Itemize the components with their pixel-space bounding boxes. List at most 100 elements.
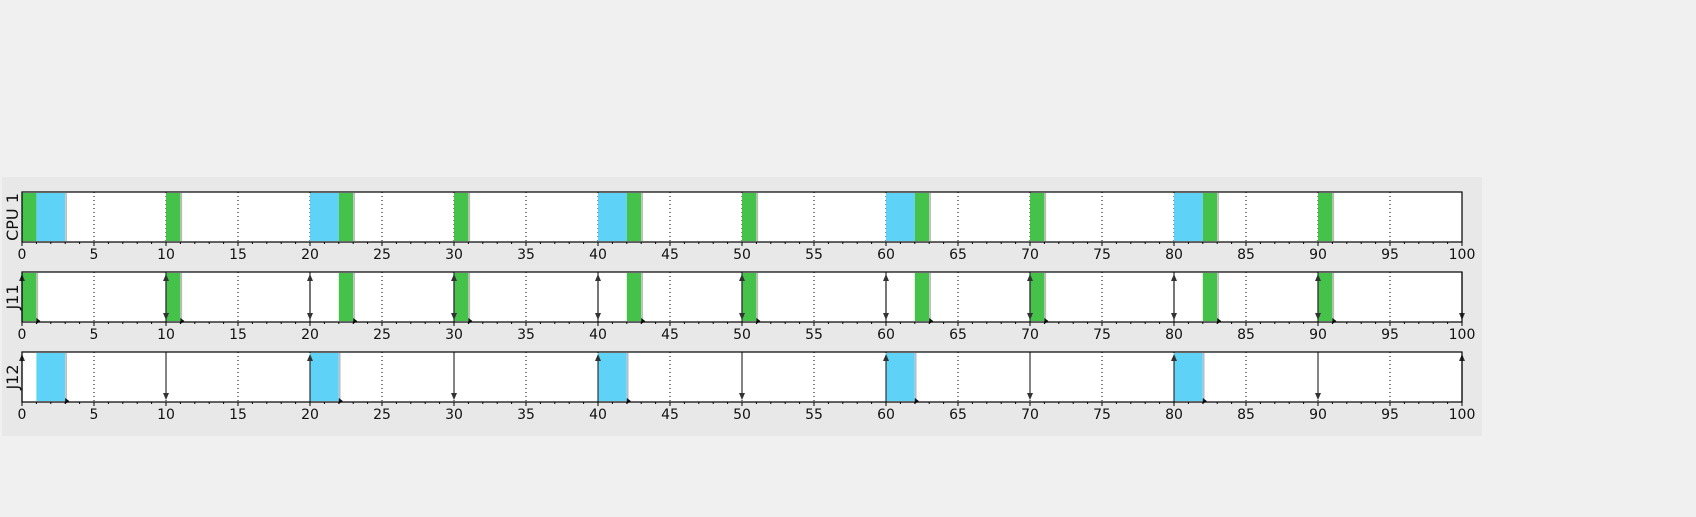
tick-label: 75 xyxy=(1093,327,1111,343)
deadline-arrow-head xyxy=(163,313,169,320)
tick-label: 75 xyxy=(1093,247,1111,263)
segment-j11 xyxy=(1202,273,1218,321)
segment-j11 xyxy=(1318,193,1333,241)
tick-label: 60 xyxy=(877,327,895,343)
tick-label: 85 xyxy=(1237,247,1255,263)
segment-j11 xyxy=(166,193,181,241)
segment-j11 xyxy=(22,273,37,321)
segment-j12 xyxy=(598,193,627,241)
tick-label: 55 xyxy=(805,247,823,263)
deadline-arrow-head xyxy=(1027,393,1033,400)
tick-label: 50 xyxy=(733,247,751,263)
segment-j12 xyxy=(1174,353,1203,401)
deadline-arrow-head xyxy=(1315,393,1321,400)
segment-j12 xyxy=(886,193,915,241)
tick-label: 65 xyxy=(949,327,967,343)
tick-label: 0 xyxy=(18,247,27,263)
tick-label: 15 xyxy=(229,407,247,423)
row-label: CPU 1 xyxy=(3,193,22,241)
tick-label: 100 xyxy=(1449,247,1476,263)
tick-label: 75 xyxy=(1093,407,1111,423)
tick-label: 15 xyxy=(229,327,247,343)
segment-j12 xyxy=(310,193,339,241)
tick-label: 95 xyxy=(1381,247,1399,263)
tick-label: 95 xyxy=(1381,407,1399,423)
tick-label: 80 xyxy=(1165,247,1183,263)
tick-label: 45 xyxy=(661,407,679,423)
segment-j11 xyxy=(166,273,181,321)
tick-label: 15 xyxy=(229,247,247,263)
row-j12: 0 5 10 15 20 25 30 35 40 45 50 55 60 65 70 75 80 85 90 95 10… xyxy=(3,351,1476,423)
deadline-arrow-head xyxy=(883,313,889,320)
tick-label: 70 xyxy=(1021,247,1039,263)
segment-j12 xyxy=(310,353,339,401)
segment-j11 xyxy=(626,273,642,321)
segment-j12 xyxy=(886,353,915,401)
tick-label: 80 xyxy=(1165,327,1183,343)
tick-label: 0 xyxy=(18,407,27,423)
deadline-arrow-head xyxy=(451,313,457,320)
tick-label: 40 xyxy=(589,327,607,343)
release-arrow-head xyxy=(1171,354,1177,361)
tick-label: 50 xyxy=(733,407,751,423)
segment-j12 xyxy=(1174,193,1203,241)
segment-j11 xyxy=(338,273,354,321)
tick-label: 60 xyxy=(877,407,895,423)
segment-j11 xyxy=(1318,273,1333,321)
tick-label: 50 xyxy=(733,327,751,343)
tick-label: 85 xyxy=(1237,327,1255,343)
tick-label: 55 xyxy=(805,327,823,343)
deadline-arrow-head xyxy=(1027,313,1033,320)
release-arrow-head xyxy=(595,354,601,361)
tick-label: 80 xyxy=(1165,407,1183,423)
segment-j11 xyxy=(338,193,354,241)
tick-label: 90 xyxy=(1309,247,1327,263)
tick-label: 35 xyxy=(517,407,535,423)
tick-label: 45 xyxy=(661,247,679,263)
segment-j12 xyxy=(36,353,66,401)
tick-label: 10 xyxy=(157,247,175,263)
deadline-arrow-head xyxy=(451,393,457,400)
segment-j12 xyxy=(598,353,627,401)
segment-j11 xyxy=(742,193,757,241)
segment-j11 xyxy=(1030,273,1045,321)
tick-label: 30 xyxy=(445,247,463,263)
tick-label: 40 xyxy=(589,407,607,423)
tick-label: 35 xyxy=(517,247,535,263)
tick-label: 30 xyxy=(445,327,463,343)
tick-label: 90 xyxy=(1309,327,1327,343)
row-label: J12 xyxy=(3,364,22,390)
row-j11: 0 5 10 15 20 25 30 35 40 45 50 55 60 65 70 75 80 85 90 95 10… xyxy=(3,271,1475,343)
deadline-arrow-head xyxy=(1315,313,1321,320)
tick-label: 10 xyxy=(157,327,175,343)
tick-label: 70 xyxy=(1021,327,1039,343)
deadline-arrow-head xyxy=(1171,313,1177,320)
tick-label: 20 xyxy=(301,407,319,423)
tick-label: 40 xyxy=(589,247,607,263)
segment-j11 xyxy=(454,193,469,241)
tick-label: 35 xyxy=(517,327,535,343)
deadline-arrow-head xyxy=(739,393,745,400)
segment-j12 xyxy=(36,193,66,241)
segment-j11 xyxy=(914,273,930,321)
tick-label: 25 xyxy=(373,327,391,343)
tick-label: 60 xyxy=(877,247,895,263)
tick-label: 45 xyxy=(661,327,679,343)
deadline-arrow-head xyxy=(595,313,601,320)
row-label: J11 xyxy=(3,284,22,310)
tick-label: 20 xyxy=(301,247,319,263)
tick-label: 30 xyxy=(445,407,463,423)
segment-j11 xyxy=(22,193,37,241)
tick-label: 25 xyxy=(373,247,391,263)
tick-label: 55 xyxy=(805,407,823,423)
segment-j11 xyxy=(454,273,469,321)
tick-label: 70 xyxy=(1021,407,1039,423)
tick-label: 25 xyxy=(373,407,391,423)
segment-j11 xyxy=(742,273,757,321)
tick-label: 65 xyxy=(949,407,967,423)
tick-label: 100 xyxy=(1449,407,1476,423)
deadline-arrow-head xyxy=(307,313,313,320)
tick-label: 95 xyxy=(1381,327,1399,343)
row-cpu-1: 0 5 10 15 20 25 30 35 40 45 50 55 60 65 70 75 80 85 90 95 10… xyxy=(3,191,1476,263)
tick-label: 85 xyxy=(1237,407,1255,423)
